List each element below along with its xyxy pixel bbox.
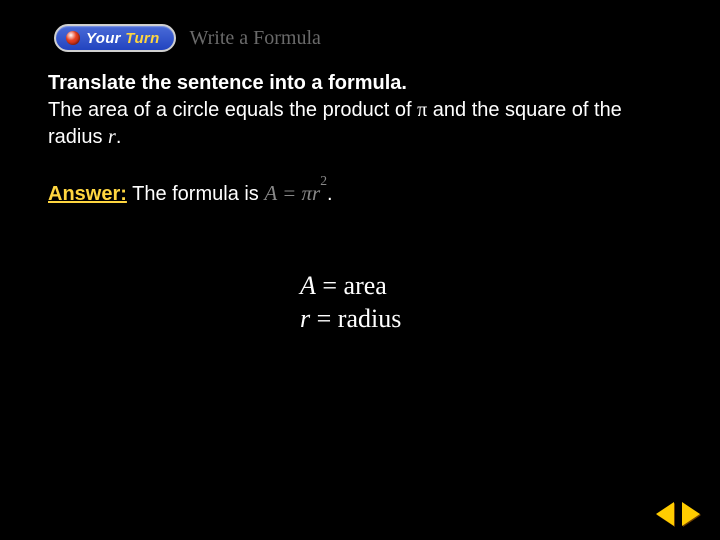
legend-radius: r = radius	[300, 303, 401, 336]
nav-controls	[656, 502, 700, 526]
badge-dot-icon	[66, 31, 80, 45]
legend-r-var: r	[300, 304, 310, 333]
your-turn-badge: Your Turn	[54, 24, 176, 52]
badge-your: Your	[86, 30, 121, 47]
instruction-lead: Translate the sentence into a formula.	[48, 72, 407, 94]
body-block: Translate the sentence into a formula. T…	[48, 70, 648, 208]
slide-subtitle: Write a Formula	[190, 27, 321, 50]
variable-legend: A = area r = radius	[300, 270, 401, 335]
legend-r-eq: = radius	[310, 304, 401, 333]
formula-exp: 2	[320, 173, 327, 188]
next-button[interactable]	[682, 502, 700, 526]
answer-label: Answer:	[48, 183, 127, 205]
answer-period: .	[327, 183, 333, 205]
header-row: Your Turn Write a Formula	[54, 24, 321, 52]
formula-A: A	[264, 181, 276, 205]
instruction: Translate the sentence into a formula.	[48, 70, 648, 97]
pi-symbol: π	[417, 99, 427, 121]
formula-eq: =	[277, 181, 302, 205]
prev-button[interactable]	[656, 502, 674, 526]
answer-row: Answer: The formula is A = πr2.	[48, 179, 648, 208]
problem-statement: The area of a circle equals the product …	[48, 97, 648, 151]
legend-a-eq: = area	[316, 271, 387, 300]
legend-a-var: A	[300, 271, 316, 300]
problem-part1: The area of a circle equals the product …	[48, 99, 417, 121]
badge-text: Your Turn	[86, 30, 160, 47]
answer-text: The formula is	[127, 183, 264, 205]
problem-end: .	[116, 126, 122, 148]
formula: A = πr2	[264, 181, 327, 205]
legend-area: A = area	[300, 270, 401, 303]
radius-variable: r	[108, 126, 116, 148]
formula-r: r	[312, 181, 320, 205]
formula-pi: π	[302, 181, 313, 205]
badge-turn: Turn	[125, 30, 159, 47]
